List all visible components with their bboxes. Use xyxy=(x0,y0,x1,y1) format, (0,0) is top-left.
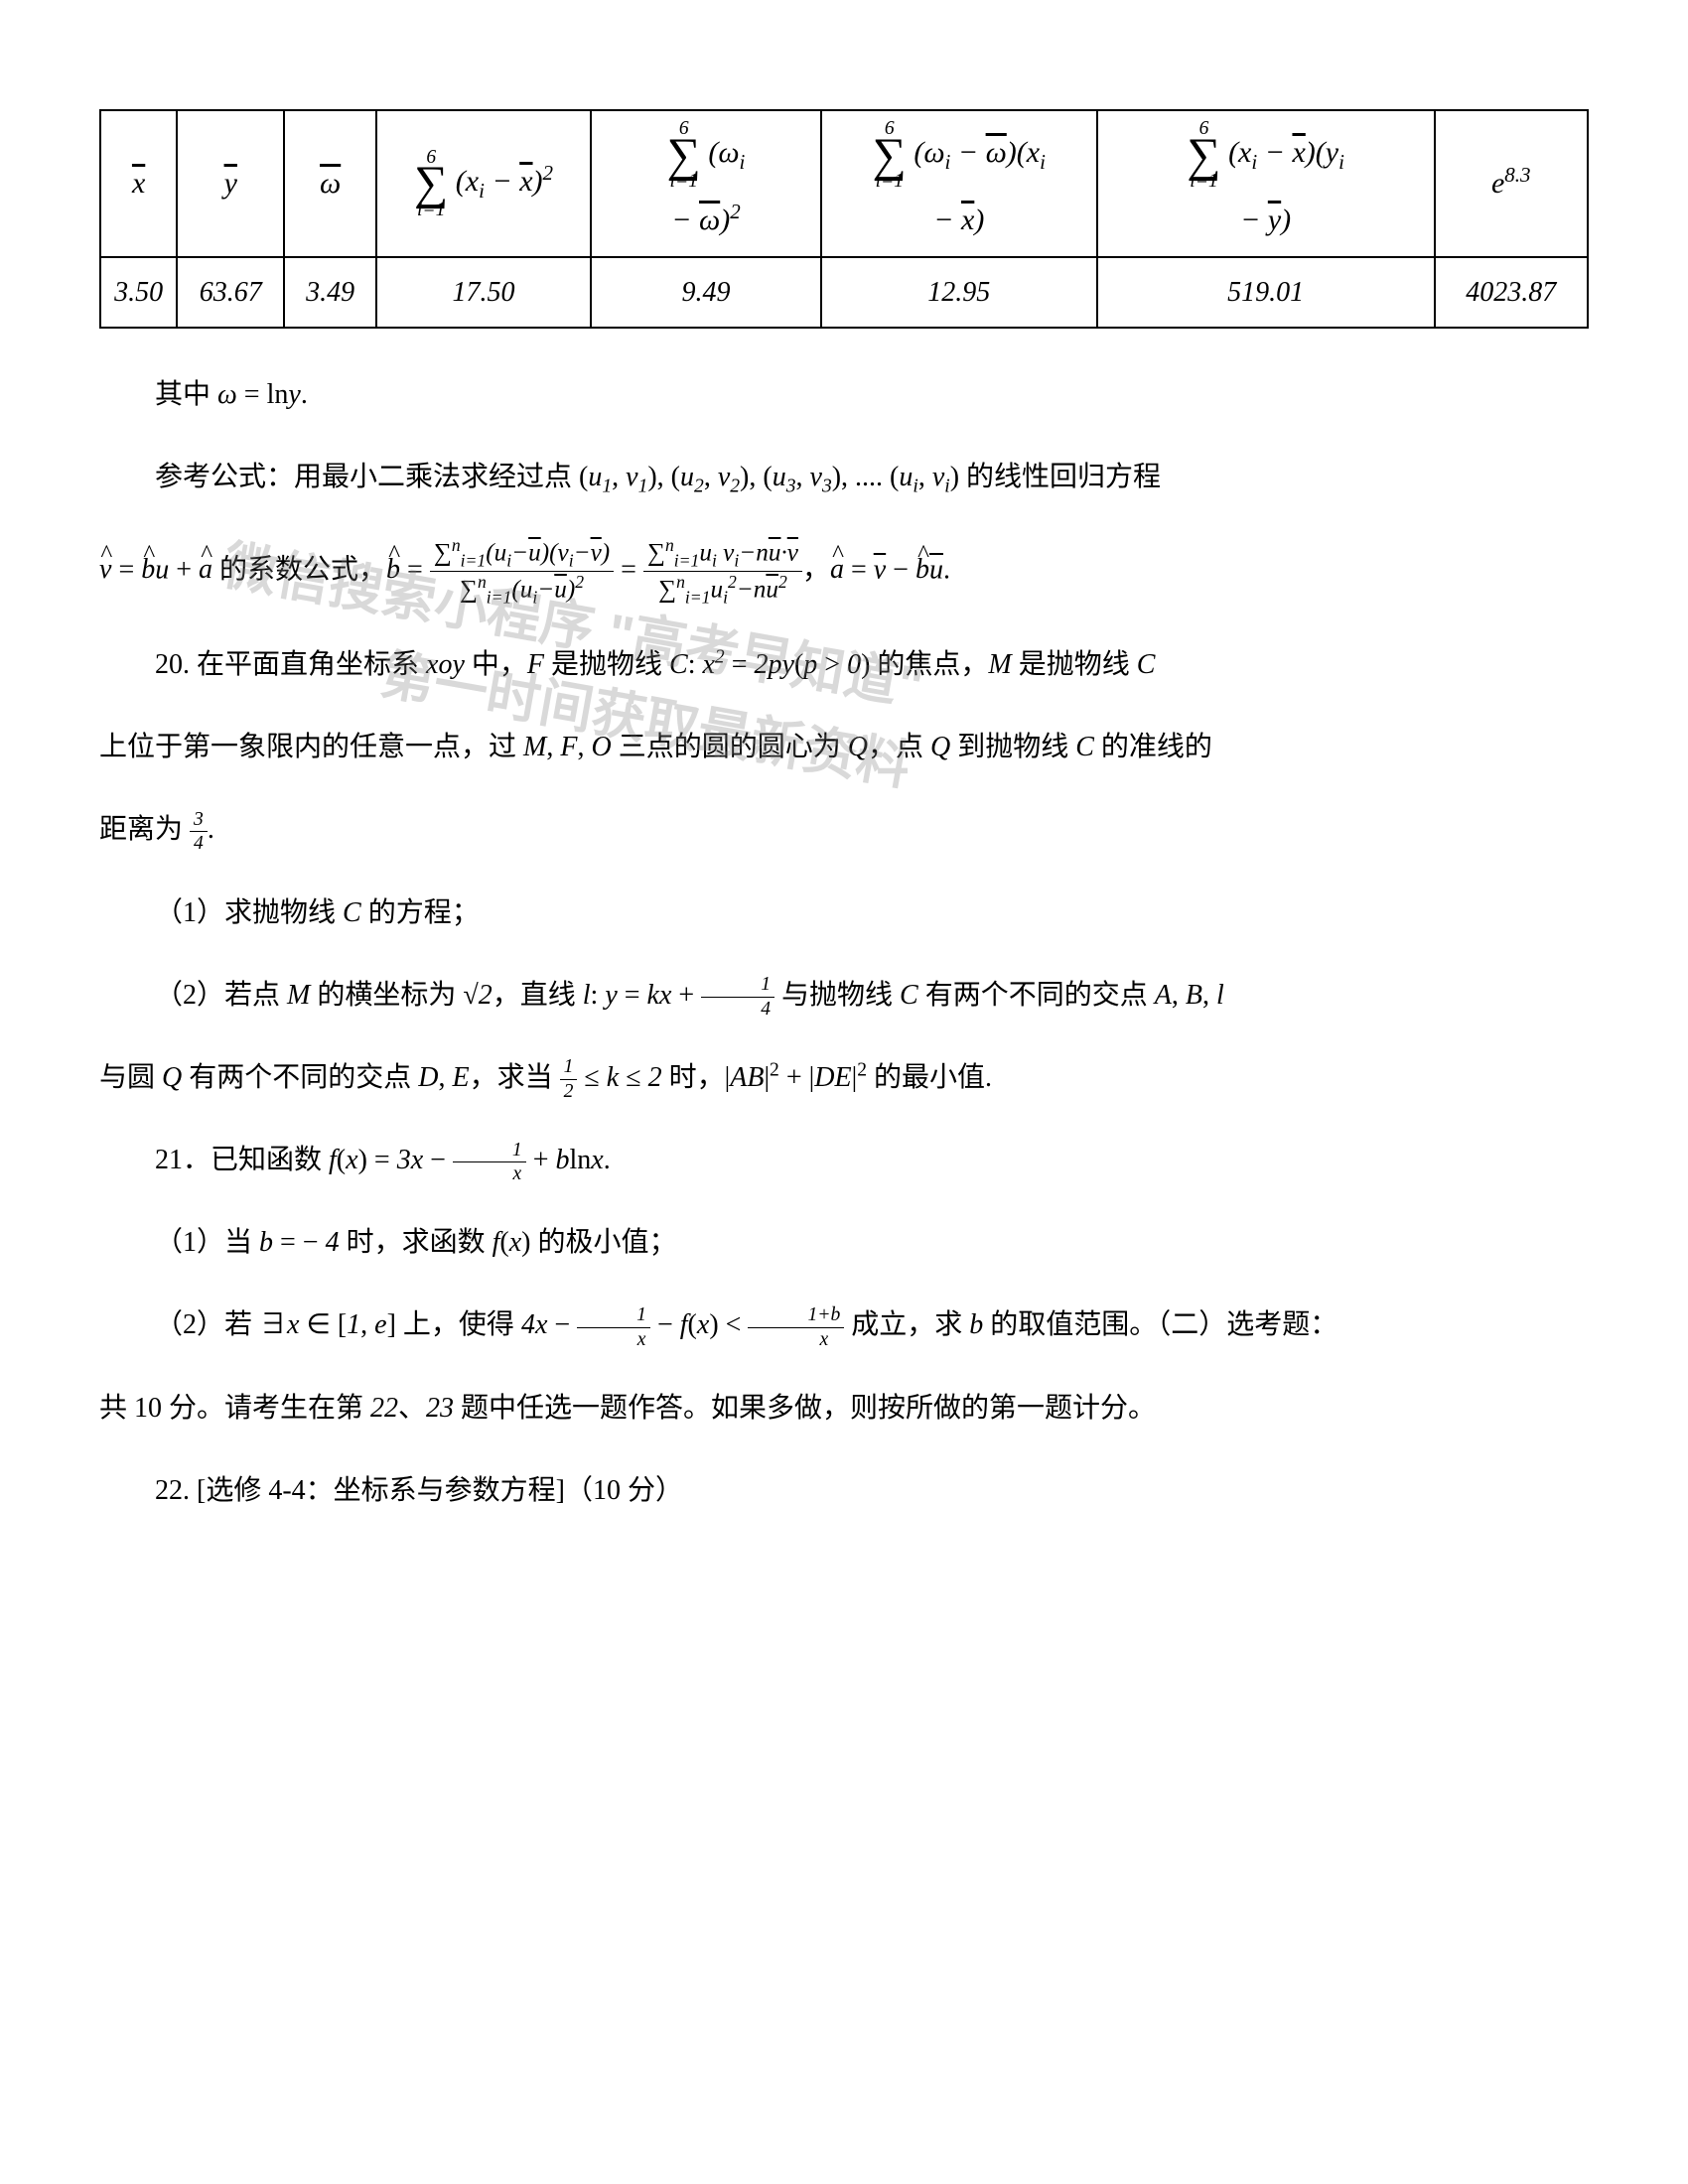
q20-text-line3: 距离为 34. xyxy=(99,803,1589,856)
header-xbar: x xyxy=(100,110,177,257)
val-ybar: 63.67 xyxy=(177,257,284,328)
stats-table: x y ω 6∑i=1 (xi − x)2 6∑i=1 (ωi− ω)2 6∑i… xyxy=(99,109,1589,329)
table-value-row: 3.50 63.67 3.49 17.50 9.49 12.95 519.01 … xyxy=(100,257,1588,328)
q20-part1: （1）求抛物线 C 的方程； xyxy=(99,887,1589,939)
q22-text: 22. [选修 4-4：坐标系与参数方程]（10 分） xyxy=(99,1464,1589,1517)
header-sum4: 6∑i=1 (xi − x)(yi− y) xyxy=(1097,110,1435,257)
header-sum3: 6∑i=1 (ωi − ω)(xi− x) xyxy=(821,110,1097,257)
header-sum1: 6∑i=1 (xi − x)2 xyxy=(376,110,591,257)
table-header-row: x y ω 6∑i=1 (xi − x)2 6∑i=1 (ωi− ω)2 6∑i… xyxy=(100,110,1588,257)
header-ybar: y xyxy=(177,110,284,257)
header-omegabar: ω xyxy=(284,110,376,257)
q21-part1: （1）当 b = − 4 时，求函数 f(x) 的极小值； xyxy=(99,1216,1589,1269)
val-sum4: 519.01 xyxy=(1097,257,1435,328)
q21-intro: 21．已知函数 f(x) = 3x − 1x + blnx. xyxy=(99,1134,1589,1186)
q20-text: 20. 在平面直角坐标系 xoy 中，F 是抛物线 C: x2 = 2py(p … xyxy=(99,638,1589,691)
header-exp: e8.3 xyxy=(1435,110,1588,257)
q21-part2-line1: （2）若 ∃x ∈ [1, e] 上，使得 4x − 1x − f(x) < 1… xyxy=(99,1298,1589,1351)
header-sum2: 6∑i=1 (ωi− ω)2 xyxy=(591,110,821,257)
val-xbar: 3.50 xyxy=(100,257,177,328)
val-sum3: 12.95 xyxy=(821,257,1097,328)
omega-definition: 其中 ω = lny. xyxy=(99,368,1589,421)
q20-part2-line1: （2）若点 M 的横坐标为 √2，直线 l: y = kx + 14 与抛物线 … xyxy=(99,969,1589,1022)
val-sum2: 9.49 xyxy=(591,257,821,328)
formula-intro: 参考公式：用最小二乘法求经过点 (u1, v1), (u2, v2), (u3,… xyxy=(99,451,1589,505)
val-exp: 4023.87 xyxy=(1435,257,1588,328)
q21-part2-line2: 共 10 分。请考生在第 22、23 题中任选一题作答。如果多做，则按所做的第一… xyxy=(99,1382,1589,1434)
val-omegabar: 3.49 xyxy=(284,257,376,328)
formula-coefficients: v = bu + a 的系数公式，b = ∑ni=1(ui−u)(vi−v) ∑… xyxy=(99,535,1589,609)
val-sum1: 17.50 xyxy=(376,257,591,328)
q20-text-line2: 上位于第一象限内的任意一点，过 M, F, O 三点的圆的圆心为 Q，点 Q 到… xyxy=(99,721,1589,773)
q20-part2-line2: 与圆 Q 有两个不同的交点 D, E，求当 12 ≤ k ≤ 2 时，|AB|2… xyxy=(99,1051,1589,1104)
